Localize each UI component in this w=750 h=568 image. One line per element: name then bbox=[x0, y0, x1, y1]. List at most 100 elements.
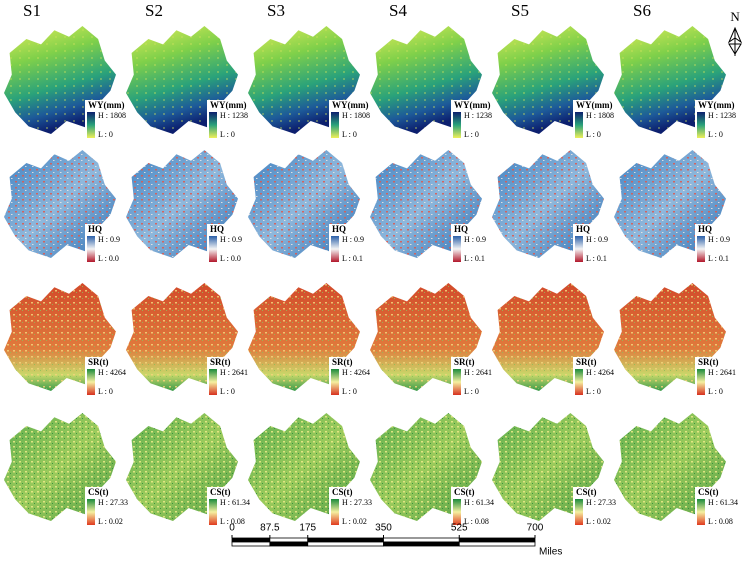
map-panel: WY(mm)H : 1808 L : 0 bbox=[4, 26, 126, 140]
map-panel: SR(t)H : 2641 L : 0 bbox=[126, 283, 248, 397]
legend-high: H : 4264 bbox=[586, 368, 614, 377]
legend-title: HQ bbox=[332, 224, 346, 234]
scale-segment bbox=[383, 537, 460, 543]
scale-tick-label: 175 bbox=[299, 523, 316, 534]
map-panel: WY(mm)H : 1238 L : 0 bbox=[126, 26, 248, 140]
column-header: S1 bbox=[23, 1, 41, 20]
map-panel: CS(t)H : 61.34 L : 0.08 bbox=[614, 413, 738, 527]
legend-title: HQ bbox=[698, 224, 712, 234]
legend-low: L : 0 bbox=[98, 387, 113, 396]
legend-ramp bbox=[331, 112, 339, 138]
legend-low: L : 0.0 bbox=[220, 254, 241, 263]
legend-high: H : 4264 bbox=[98, 368, 126, 377]
legend-ramp bbox=[453, 369, 461, 395]
legend-high: H : 1238 bbox=[220, 111, 248, 120]
legend-ramp bbox=[697, 369, 705, 395]
scale-tick-label: 350 bbox=[375, 523, 392, 534]
north-arrow: N bbox=[727, 9, 743, 56]
legend-ramp bbox=[209, 499, 217, 525]
scale-segment bbox=[269, 537, 309, 543]
legend-low: L : 0.08 bbox=[220, 517, 245, 526]
map-panel: CS(t)H : 27.33 L : 0.02 bbox=[492, 413, 616, 527]
map-panel: SR(t)H : 2641 L : 0 bbox=[614, 283, 736, 397]
legend-title: SR(t) bbox=[454, 357, 475, 367]
legend-low: L : 0.08 bbox=[708, 517, 733, 526]
scale-segment bbox=[307, 541, 384, 547]
map-panel: SR(t)H : 2641 L : 0 bbox=[370, 283, 492, 397]
legend-ramp bbox=[697, 499, 705, 525]
legend-title: WY(mm) bbox=[210, 100, 247, 110]
column-header: S6 bbox=[633, 1, 651, 20]
map-panel: CS(t)H : 61.34 L : 0.08 bbox=[370, 413, 494, 527]
legend-high: H : 2641 bbox=[464, 368, 492, 377]
legend-low: L : 0 bbox=[220, 130, 235, 139]
legend-title: WY(mm) bbox=[454, 100, 491, 110]
legend-ramp bbox=[209, 112, 217, 138]
legend-high: H : 0.9 bbox=[220, 235, 242, 244]
legend-low: L : 0 bbox=[342, 387, 357, 396]
scale-segment bbox=[383, 541, 460, 547]
legend-low: L : 0.08 bbox=[464, 517, 489, 526]
legend-high: H : 4264 bbox=[342, 368, 370, 377]
column-header: S3 bbox=[267, 1, 285, 20]
legend-ramp bbox=[87, 112, 95, 138]
legend-title: SR(t) bbox=[88, 357, 109, 367]
legend-low: L : 0 bbox=[98, 130, 113, 139]
legend-high: H : 61.34 bbox=[708, 498, 738, 507]
legend-title: SR(t) bbox=[698, 357, 719, 367]
north-label: N bbox=[730, 9, 740, 24]
map-panel: HQH : 0.9 L : 0.0 bbox=[126, 150, 245, 264]
legend-high: H : 61.34 bbox=[464, 498, 494, 507]
map-panel: SR(t)H : 4264 L : 0 bbox=[4, 283, 126, 397]
legend-ramp bbox=[209, 236, 217, 262]
map-panel: CS(t)H : 61.34 L : 0.08 bbox=[126, 413, 250, 527]
legend-ramp bbox=[575, 499, 583, 525]
column-header: S2 bbox=[145, 1, 163, 20]
scale-unit: Miles bbox=[539, 547, 562, 558]
map-panel: SR(t)H : 4264 L : 0 bbox=[248, 283, 370, 397]
legend-ramp bbox=[575, 236, 583, 262]
legend-ramp bbox=[453, 236, 461, 262]
legend-ramp bbox=[331, 499, 339, 525]
map-panel: HQH : 0.9 L : 0.1 bbox=[614, 150, 733, 264]
scale-tick-label: 700 bbox=[527, 523, 544, 534]
legend-high: H : 2641 bbox=[220, 368, 248, 377]
legend-ramp bbox=[209, 369, 217, 395]
legend-high: H : 1808 bbox=[342, 111, 370, 120]
legend-high: H : 27.33 bbox=[586, 498, 616, 507]
legend-low: L : 0 bbox=[586, 130, 601, 139]
legend-high: H : 0.9 bbox=[708, 235, 730, 244]
legend-title: SR(t) bbox=[210, 357, 231, 367]
scale-segment bbox=[307, 537, 384, 543]
legend-high: H : 0.9 bbox=[464, 235, 486, 244]
legend-high: H : 27.33 bbox=[98, 498, 128, 507]
legend-title: WY(mm) bbox=[332, 100, 369, 110]
scale-bar: 0 87.5 175 350 525 700 Miles bbox=[229, 523, 562, 558]
legend-ramp bbox=[331, 236, 339, 262]
legend-title: WY(mm) bbox=[698, 100, 735, 110]
legend-ramp bbox=[87, 236, 95, 262]
legend-title: CS(t) bbox=[454, 487, 475, 497]
legend-low: L : 0.1 bbox=[586, 254, 607, 263]
legend-high: H : 0.9 bbox=[586, 235, 608, 244]
legend-title: CS(t) bbox=[210, 487, 231, 497]
map-panel: HQH : 0.9 L : 0.1 bbox=[248, 150, 367, 264]
map-panel: SR(t)H : 4264 L : 0 bbox=[492, 283, 614, 397]
legend-low: L : 0 bbox=[342, 130, 357, 139]
map-panel: WY(mm)H : 1808 L : 0 bbox=[248, 26, 370, 140]
legend-low: L : 0 bbox=[464, 387, 479, 396]
legend-low: L : 0 bbox=[708, 130, 723, 139]
legend-low: L : 0.1 bbox=[464, 254, 485, 263]
legend-title: WY(mm) bbox=[576, 100, 613, 110]
scale-segment bbox=[458, 541, 536, 547]
map-panel: CS(t)H : 27.33 L : 0.02 bbox=[4, 413, 128, 527]
legend-low: L : 0 bbox=[220, 387, 235, 396]
legend-ramp bbox=[331, 369, 339, 395]
legend-title: CS(t) bbox=[576, 487, 597, 497]
legend-low: L : 0 bbox=[708, 387, 723, 396]
legend-title: CS(t) bbox=[88, 487, 109, 497]
map-panel: HQH : 0.9 L : 0.1 bbox=[492, 150, 611, 264]
